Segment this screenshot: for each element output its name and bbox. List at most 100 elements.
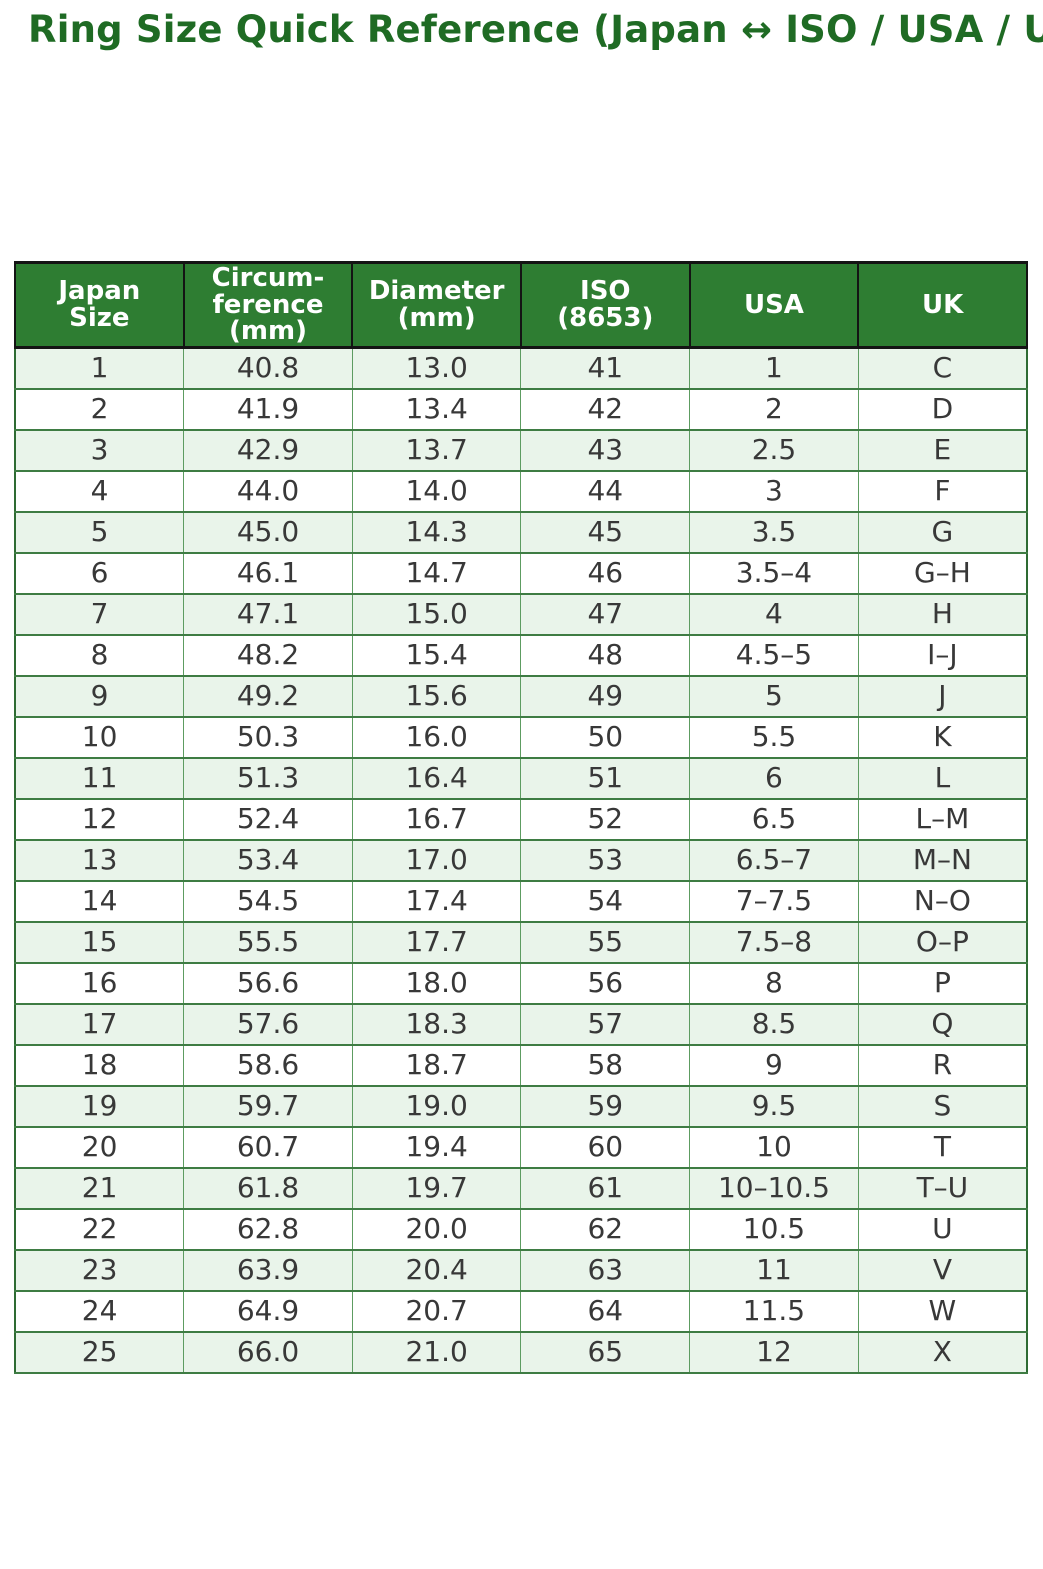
table-cell: 18.0: [351, 961, 522, 1005]
table-cell: 7.5–8: [689, 920, 859, 964]
table-cell: 59: [520, 1084, 691, 1128]
table-row: 22 62.8 20.0 62 10.5 U: [14, 1207, 1028, 1251]
table-cell: 58.6: [183, 1043, 353, 1087]
table-cell: 8: [689, 961, 859, 1005]
table-row: 14 54.5 17.4 54 7–7.5 N–O: [14, 879, 1028, 923]
table-cell: 63.9: [183, 1248, 353, 1292]
table-cell: 22: [14, 1207, 185, 1251]
table-cell: 20.4: [351, 1248, 522, 1292]
table-cell: 14.0: [351, 469, 522, 513]
table-cell: 41.9: [183, 387, 353, 431]
table-cell: 4.5–5: [689, 633, 859, 677]
table-cell: 16.0: [351, 715, 522, 759]
table-cell: 50: [520, 715, 691, 759]
table-cell: 2: [14, 387, 185, 431]
table-cell: 54: [520, 879, 691, 923]
table-row: 7 47.1 15.0 47 4 H: [14, 592, 1028, 636]
table-cell: 52.4: [183, 797, 353, 841]
table-cell: 17.7: [351, 920, 522, 964]
table-cell: 50.3: [183, 715, 353, 759]
table-cell: 8.5: [689, 1002, 859, 1046]
table-cell: 49.2: [183, 674, 353, 718]
table-cell: 8: [14, 633, 185, 677]
table-cell: 18.7: [351, 1043, 522, 1087]
table-cell: 9: [14, 674, 185, 718]
table-cell: O–P: [857, 920, 1028, 964]
table-cell: 48: [520, 633, 691, 677]
table-cell: 54.5: [183, 879, 353, 923]
table-cell: 20.0: [351, 1207, 522, 1251]
table-cell: 10.5: [689, 1207, 859, 1251]
table-cell: 62: [520, 1207, 691, 1251]
table-cell: 2.5: [689, 428, 859, 472]
table-cell: 9: [689, 1043, 859, 1087]
table-row: 5 45.0 14.3 45 3.5 G: [14, 510, 1028, 554]
table-cell: 24: [14, 1289, 185, 1333]
table-cell: 18.3: [351, 1002, 522, 1046]
table-row: 3 42.9 13.7 43 2.5 E: [14, 428, 1028, 472]
table-cell: 17.4: [351, 879, 522, 923]
table-cell: 3.5: [689, 510, 859, 554]
table-row: 8 48.2 15.4 48 4.5–5 I–J: [14, 633, 1028, 677]
table-cell: 51: [520, 756, 691, 800]
table-cell: 11.5: [689, 1289, 859, 1333]
table-row: 15 55.5 17.7 55 7.5–8 O–P: [14, 920, 1028, 964]
column-header-usa: USA: [688, 261, 860, 349]
table-cell: T–U: [857, 1166, 1028, 1210]
table-cell: S: [857, 1084, 1028, 1128]
table-cell: 6: [689, 756, 859, 800]
table-row: 20 60.7 19.4 60 10 T: [14, 1125, 1028, 1169]
table-cell: 47.1: [183, 592, 353, 636]
table-cell: 52: [520, 797, 691, 841]
table-row: 9 49.2 15.6 49 5 J: [14, 674, 1028, 718]
table-cell: V: [857, 1248, 1028, 1292]
table-cell: 10–10.5: [689, 1166, 859, 1210]
table-cell: L–M: [857, 797, 1028, 841]
table-cell: 42.9: [183, 428, 353, 472]
table-cell: 15: [14, 920, 185, 964]
table-cell: 13.4: [351, 387, 522, 431]
table-cell: 4: [689, 592, 859, 636]
table-cell: 17.0: [351, 838, 522, 882]
table-row: 13 53.4 17.0 53 6.5–7 M–N: [14, 838, 1028, 882]
table-cell: 45: [520, 510, 691, 554]
table-row: 11 51.3 16.4 51 6 L: [14, 756, 1028, 800]
table-cell: 9.5: [689, 1084, 859, 1128]
table-row: 21 61.8 19.7 61 10–10.5 T–U: [14, 1166, 1028, 1210]
table-cell: 60: [520, 1125, 691, 1169]
table-cell: 43: [520, 428, 691, 472]
column-header-uk: UK: [857, 261, 1028, 349]
table-cell: 61: [520, 1166, 691, 1210]
table-row: 2 41.9 13.4 42 2 D: [14, 387, 1028, 431]
table-cell: 25: [14, 1330, 185, 1374]
table-cell: L: [857, 756, 1028, 800]
table-cell: F: [857, 469, 1028, 513]
table-cell: 47: [520, 592, 691, 636]
table-cell: 62.8: [183, 1207, 353, 1251]
table-cell: 20.7: [351, 1289, 522, 1333]
table-cell: 44.0: [183, 469, 353, 513]
table-row: 17 57.6 18.3 57 8.5 Q: [14, 1002, 1028, 1046]
table-row: 23 63.9 20.4 63 11 V: [14, 1248, 1028, 1292]
table-cell: 41: [520, 346, 691, 390]
table-cell: 15.0: [351, 592, 522, 636]
table-cell: 55.5: [183, 920, 353, 964]
table-cell: 19.4: [351, 1125, 522, 1169]
table-cell: 1: [14, 346, 185, 390]
table-cell: 44: [520, 469, 691, 513]
column-header-circumference-mm: Circum- ference (mm): [182, 261, 354, 349]
table-cell: P: [857, 961, 1028, 1005]
table-cell: 7: [14, 592, 185, 636]
table-cell: 65: [520, 1330, 691, 1374]
table-cell: 59.7: [183, 1084, 353, 1128]
table-cell: 10: [689, 1125, 859, 1169]
table-cell: 55: [520, 920, 691, 964]
table-cell: 7–7.5: [689, 879, 859, 923]
table-cell: 19.7: [351, 1166, 522, 1210]
table-cell: H: [857, 592, 1028, 636]
table-cell: 42: [520, 387, 691, 431]
table-row: 24 64.9 20.7 64 11.5 W: [14, 1289, 1028, 1333]
table-cell: 64.9: [183, 1289, 353, 1333]
table-row: 6 46.1 14.7 46 3.5–4 G–H: [14, 551, 1028, 595]
table-cell: 51.3: [183, 756, 353, 800]
